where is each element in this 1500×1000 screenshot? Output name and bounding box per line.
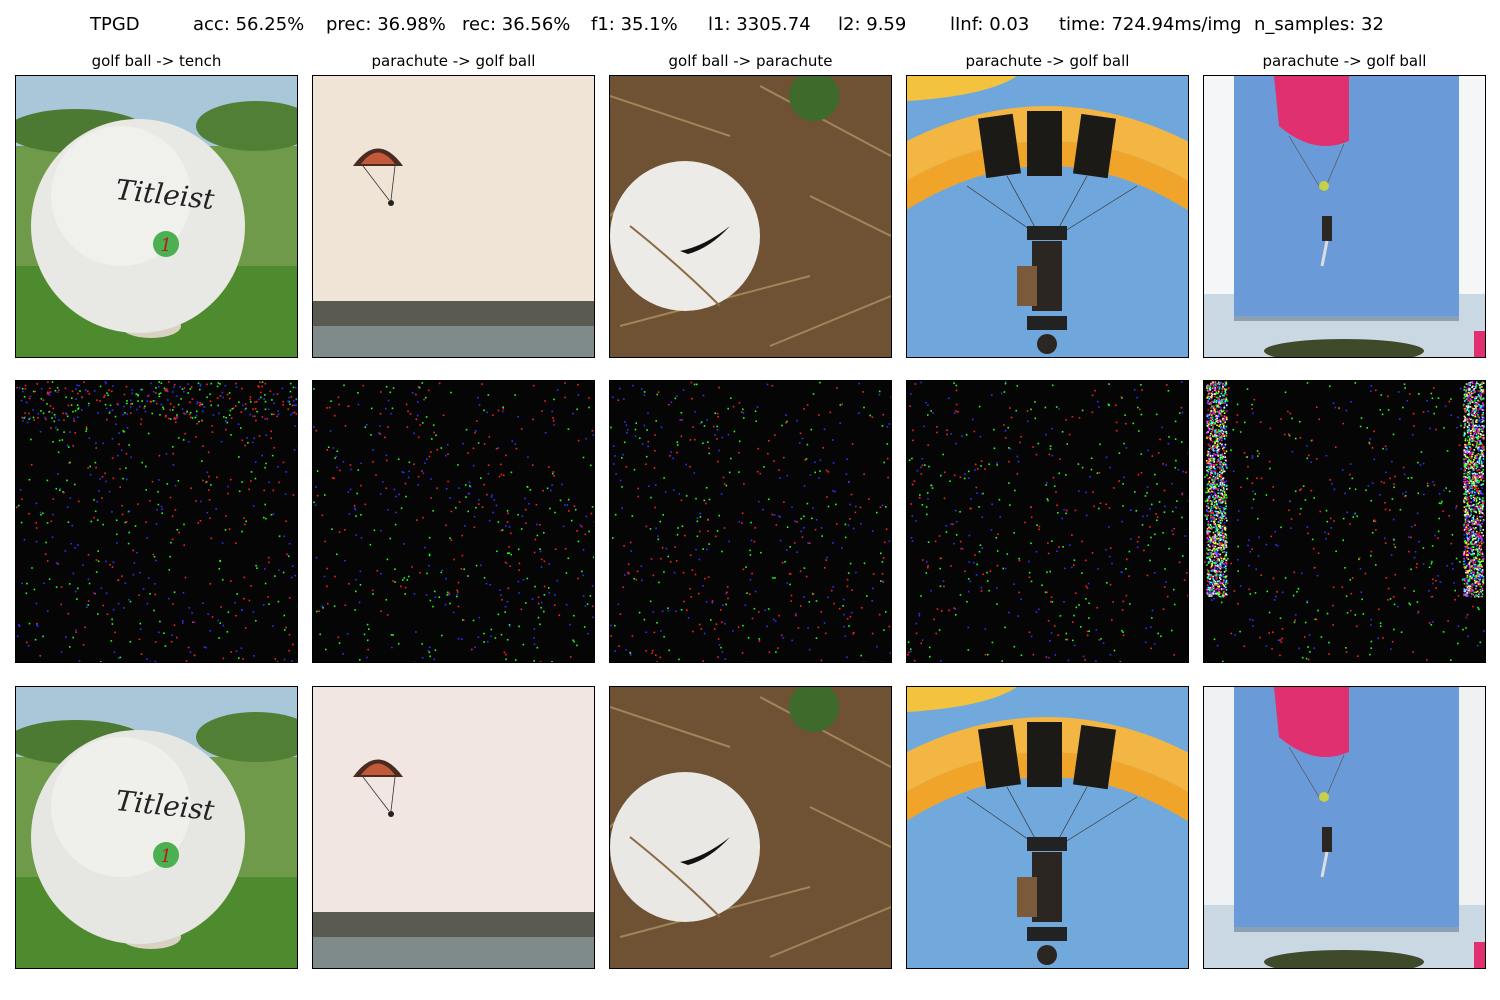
noise-pattern-3 <box>610 381 891 662</box>
noise-pattern-2 <box>313 381 594 662</box>
pink-parachute-image <box>1204 76 1485 357</box>
golf-ball-titleist-image: Titleist 1 <box>16 76 297 357</box>
noise-pattern-1 <box>16 381 297 662</box>
column-title-5: parachute -> golf ball <box>1262 52 1427 70</box>
noise-pattern-5 <box>1204 381 1485 662</box>
pink-parachute-adversarial-image <box>1204 687 1485 968</box>
golf-ball-nike-adversarial-image <box>610 687 891 968</box>
method-label: TPGD <box>90 14 140 35</box>
original-image-parachute-2 <box>312 75 595 358</box>
perturbation-map-4 <box>906 380 1189 663</box>
column-title-1: golf ball -> tench <box>91 52 222 70</box>
precision-value: prec: 36.98% <box>326 14 446 35</box>
yellow-parachute-adversarial-image <box>907 687 1188 968</box>
perturbation-map-5 <box>1203 380 1486 663</box>
original-image-parachute-5 <box>1203 75 1486 358</box>
f1-value: f1: 35.1% <box>591 14 678 35</box>
original-image-golf-ball-3 <box>609 75 892 358</box>
accuracy-value: acc: 56.25% <box>193 14 305 35</box>
noise-pattern-4 <box>907 381 1188 662</box>
golf-ball-titleist-adversarial-image: Titleist 1 <box>16 687 297 968</box>
adversarial-image-parachute-5 <box>1203 686 1486 969</box>
perturbation-map-3 <box>609 380 892 663</box>
linf-value: lInf: 0.03 <box>950 14 1030 35</box>
l2-value: l2: 9.59 <box>838 14 907 35</box>
perturbation-map-1 <box>15 380 298 663</box>
metrics-header: TPGD acc: 56.25% prec: 36.98% rec: 36.56… <box>0 14 1500 44</box>
adversarial-image-parachute-4 <box>906 686 1189 969</box>
yellow-parachute-image <box>907 76 1188 357</box>
original-image-parachute-4 <box>906 75 1189 358</box>
time-value: time: 724.94ms/img <box>1059 14 1242 35</box>
original-image-golf-ball-1: Titleist 1 <box>15 75 298 358</box>
n-samples-value: n_samples: 32 <box>1254 14 1384 35</box>
column-title-3: golf ball -> parachute <box>668 52 833 70</box>
l1-value: l1: 3305.74 <box>708 14 811 35</box>
parachute-sky-adversarial-image <box>313 687 594 968</box>
recall-value: rec: 36.56% <box>462 14 571 35</box>
perturbation-map-2 <box>312 380 595 663</box>
golf-ball-nike-image <box>610 76 891 357</box>
svg-text:1: 1 <box>160 235 171 256</box>
parachute-sky-image <box>313 76 594 357</box>
adversarial-image-golf-ball-3 <box>609 686 892 969</box>
adversarial-image-parachute-2 <box>312 686 595 969</box>
column-title-4: parachute -> golf ball <box>965 52 1130 70</box>
column-title-2: parachute -> golf ball <box>371 52 536 70</box>
adversarial-image-golf-ball-1: Titleist 1 <box>15 686 298 969</box>
